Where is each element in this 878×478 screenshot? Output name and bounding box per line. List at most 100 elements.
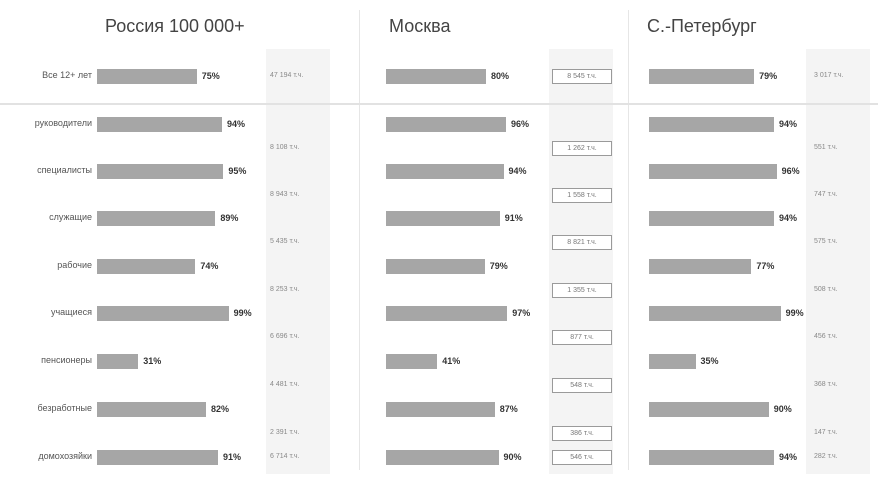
moscow-value-label: 87% [499,404,518,414]
row-label: Все 12+ лет [42,70,92,80]
moscow-bar [386,449,499,465]
spb-count-label: 575 т.ч. [814,238,838,245]
russia-bar [97,68,197,84]
russia-value-label: 95% [228,166,247,176]
row-label: пенсионеры [41,355,92,365]
russia-value-label: 89% [220,213,239,223]
russia-bar [97,353,139,369]
russia-value-label: 74% [200,261,219,271]
spb-bar [649,210,775,226]
russia-bar [97,305,229,321]
moscow-value-label: 80% [491,71,510,81]
russia-value-label: 31% [143,356,162,366]
russia-bar [97,258,196,274]
russia-count-label: 47 194 т.ч. [270,72,304,79]
russia-count-label: 8 943 т.ч. [270,190,300,198]
row-label: учащиеся [50,307,92,317]
spb-count-label: 147 т.ч. [814,429,838,436]
moscow-count-box: 1 558 т.ч. [552,187,612,203]
moscow-value-label: 96% [511,119,530,129]
russia-bar [97,210,216,226]
spb-value-label: 94% [779,119,798,129]
russia-panel-title: Россия 100 000+ [105,16,245,36]
russia-count-label: 2 391 т.ч. [270,429,300,436]
moscow-count-box: 548 т.ч. [552,378,612,393]
moscow-count-box: 8 821 т.ч. [552,235,612,250]
moscow-value-label: 41% [442,356,461,366]
spb-value-label: 94% [779,452,798,462]
header-row-separator [0,103,878,105]
spb-count-label: 551 т.ч. [814,143,838,151]
russia-count-column [266,49,330,474]
russia-count-label: 5 435 т.ч. [270,238,300,245]
moscow-bar [386,258,485,274]
spb-bar [649,116,775,132]
row-label: домохозяйки [38,451,92,461]
spb-panel-title: С.-Петербург [647,16,757,36]
spb-value-label: 35% [700,356,719,366]
moscow-value-label: 79% [489,261,508,271]
russia-bar [97,449,219,465]
russia-bar [97,116,223,132]
spb-bar [649,449,775,465]
moscow-bar [386,163,504,179]
panel-separator-2 [628,10,629,470]
russia-value-label: 91% [223,452,242,462]
moscow-bar [386,305,508,321]
moscow-bar [386,210,500,226]
row-label: рабочие [57,260,92,270]
russia-bar [97,401,207,417]
spb-bar [649,258,752,274]
spb-value-label: 90% [773,404,792,414]
moscow-bar [386,68,486,84]
spb-value-label: 77% [756,261,775,271]
russia-count-label: 6 714 т.ч. [270,453,300,460]
moscow-count-box: 1 262 т.ч. [552,140,612,156]
spb-count-column [806,49,870,474]
russia-value-label: 99% [233,308,252,318]
russia-value-label: 94% [227,119,246,129]
moscow-value-label: 90% [503,452,522,462]
moscow-count-column [549,49,613,474]
spb-value-label: 96% [781,166,800,176]
spb-count-label: 456 т.ч. [814,333,838,340]
russia-value-label: 82% [211,404,230,414]
moscow-value-label: 91% [504,213,523,223]
moscow-count-box: 8 545 т.ч. [552,69,612,84]
russia-count-label: 6 696 т.ч. [270,333,300,340]
row-label: служащие [49,212,92,222]
russia-count-label: 4 481 т.ч. [270,381,300,388]
moscow-count-box: 386 т.ч. [552,426,612,441]
moscow-value-label: 94% [508,166,527,176]
moscow-count-box: 1 355 т.ч. [552,282,612,298]
moscow-count-box: 877 т.ч. [552,330,612,345]
spb-count-label: 368 т.ч. [814,381,838,388]
spb-value-label: 99% [785,308,804,318]
moscow-bar [386,353,438,369]
moscow-bar [386,116,506,132]
spb-bar [649,163,777,179]
spb-bar [649,401,769,417]
spb-bar [649,353,696,369]
row-label: безработные [37,403,92,413]
russia-value-label: 75% [201,71,220,81]
row-label: руководители [34,118,92,128]
spb-count-label: 282 т.ч. [814,453,838,460]
moscow-count-box: 546 т.ч. [552,450,612,465]
spb-count-label: 747 т.ч. [814,190,838,198]
moscow-value-label: 97% [512,308,531,318]
spb-count-label: 3 017 т.ч. [814,72,844,79]
moscow-panel-title: Москва [389,16,451,36]
spb-value-label: 94% [779,213,798,223]
spb-bar [649,68,755,84]
row-label: специалисты [37,165,92,175]
spb-count-label: 508 т.ч. [814,285,838,293]
spb-value-label: 79% [759,71,778,81]
russia-count-label: 8 253 т.ч. [270,285,300,293]
russia-count-label: 8 108 т.ч. [270,143,300,151]
russia-bar [97,163,224,179]
moscow-bar [386,401,495,417]
spb-bar [649,305,781,321]
panel-separator-1 [359,10,360,470]
